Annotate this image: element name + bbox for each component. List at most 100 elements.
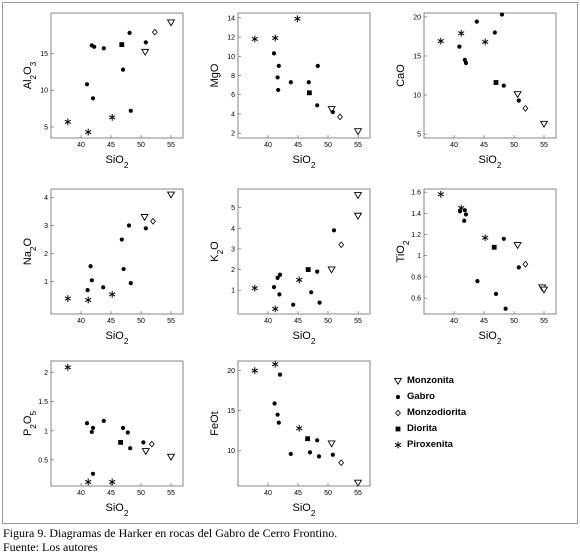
data-point-dot	[141, 440, 146, 445]
data-point-dot	[275, 412, 280, 417]
legend-item-monzodiorita: Monzodiorita	[391, 405, 571, 421]
data-point-triangle	[353, 192, 363, 200]
data-point-asterisk	[109, 290, 116, 298]
x-tick-label: 55	[354, 318, 362, 325]
data-point-square	[305, 436, 310, 442]
data-point-dot	[462, 218, 467, 223]
y-axis-label: FeOt	[209, 411, 221, 435]
data-point-dot	[275, 75, 280, 80]
y-tick-label: 15	[413, 53, 421, 60]
data-point-dot	[89, 278, 94, 283]
x-tick-label: 50	[137, 318, 145, 325]
y-tick-label: 10	[40, 88, 48, 95]
data-point-dot	[330, 109, 335, 115]
x-tick-label: 50	[510, 142, 518, 149]
data-point-dot	[501, 83, 506, 88]
data-point-dot	[120, 67, 126, 72]
x-tick-label: 40	[264, 142, 272, 149]
y-tick-label: 10	[227, 448, 235, 455]
x-axis-label: SiO2	[293, 330, 316, 346]
data-point-dot	[291, 302, 296, 307]
data-point-dot	[457, 44, 462, 49]
x-tick-label: 45	[107, 142, 115, 149]
legend-item-monzonita: Monzonita	[391, 373, 571, 389]
caption-source: Fuente: Los autores	[3, 540, 98, 554]
data-point-diamond	[150, 217, 156, 225]
chart-na2o: 40 45 50 55 1 2 3 4 SiO2 Na2O	[22, 188, 184, 346]
data-point-asterisk	[437, 190, 444, 198]
data-point-asterisk	[272, 360, 279, 368]
x-axis-label: SiO2	[293, 502, 316, 518]
data-point-square	[493, 80, 499, 85]
data-point-dot	[271, 285, 277, 290]
data-point-dot	[276, 420, 281, 425]
data-point-triangle	[513, 242, 522, 250]
x-tick-label: 40	[264, 490, 272, 497]
y-tick-label: 3	[231, 246, 235, 253]
plot-area	[50, 12, 184, 139]
y-tick-label: 4	[231, 111, 235, 118]
x-tick-label: 50	[324, 142, 332, 149]
plot-area	[50, 360, 184, 487]
y-tick-label: 15	[40, 51, 48, 58]
plot-area	[423, 12, 557, 139]
y-tick-label: 1.4	[411, 211, 421, 218]
data-point-asterisk	[482, 38, 489, 46]
data-point-dot	[331, 228, 337, 233]
data-point-triangle	[140, 214, 149, 222]
data-point-asterisk	[272, 34, 279, 42]
data-point-asterisk	[251, 284, 258, 292]
y-tick-label: 0.8	[411, 274, 421, 281]
data-point-dot	[516, 98, 521, 103]
y-tick-label: 4	[44, 195, 48, 202]
data-point-triangle	[327, 266, 336, 274]
data-point-dot	[463, 212, 469, 217]
legend-item-diorita: Diorita	[391, 421, 571, 437]
x-tick-label: 55	[540, 318, 548, 325]
x-tick-label: 40	[77, 142, 85, 149]
data-point-dot	[276, 63, 281, 68]
triangle-icon	[393, 377, 403, 386]
x-tick-label: 45	[480, 142, 488, 149]
data-point-dot	[457, 209, 463, 214]
data-point-diamond	[148, 440, 155, 448]
data-point-dot	[90, 471, 96, 476]
legend-symbol-diamond	[395, 409, 401, 417]
data-point-asterisk	[296, 276, 303, 284]
legend-symbol-triangle	[393, 377, 403, 386]
data-point-dot	[516, 265, 521, 270]
dot-icon	[395, 394, 401, 400]
data-point-diamond	[338, 459, 345, 467]
data-point-dot	[315, 63, 320, 68]
data-point-dot	[84, 421, 90, 426]
legend-symbol-asterisk	[394, 441, 402, 449]
data-point-dot	[128, 108, 133, 113]
y-axis-label: TiO2	[395, 240, 411, 262]
plot-area	[50, 188, 184, 315]
data-point-triangle	[327, 106, 336, 114]
data-point-dot	[101, 285, 106, 290]
data-point-dot	[120, 425, 126, 430]
data-point-square	[118, 439, 123, 445]
data-point-dot	[501, 236, 506, 241]
data-point-triangle	[141, 48, 150, 57]
x-axis-label: SiO2	[293, 154, 316, 170]
data-point-diamond	[338, 241, 345, 249]
x-tick-label: 45	[107, 490, 115, 497]
x-tick-label: 50	[324, 318, 332, 325]
data-point-asterisk	[458, 29, 465, 37]
y-tick-label: 2	[231, 267, 235, 274]
y-tick-label: 2	[231, 131, 235, 138]
data-point-dot	[275, 275, 280, 280]
figure-frame: 40 45 50 55 5 10 15 SiO2 Al2O3 40 45 50 55 2 4 6 8 10 12 14…	[2, 2, 578, 524]
data-point-dot	[119, 237, 124, 242]
data-point-dot	[84, 82, 90, 87]
y-tick-label: 1	[231, 288, 235, 295]
data-point-asterisk	[109, 478, 116, 486]
data-point-asterisk	[109, 114, 116, 121]
data-point-dot	[493, 291, 499, 296]
data-point-triangle	[166, 191, 176, 199]
data-point-triangle	[166, 19, 176, 27]
x-tick-label: 50	[324, 490, 332, 497]
